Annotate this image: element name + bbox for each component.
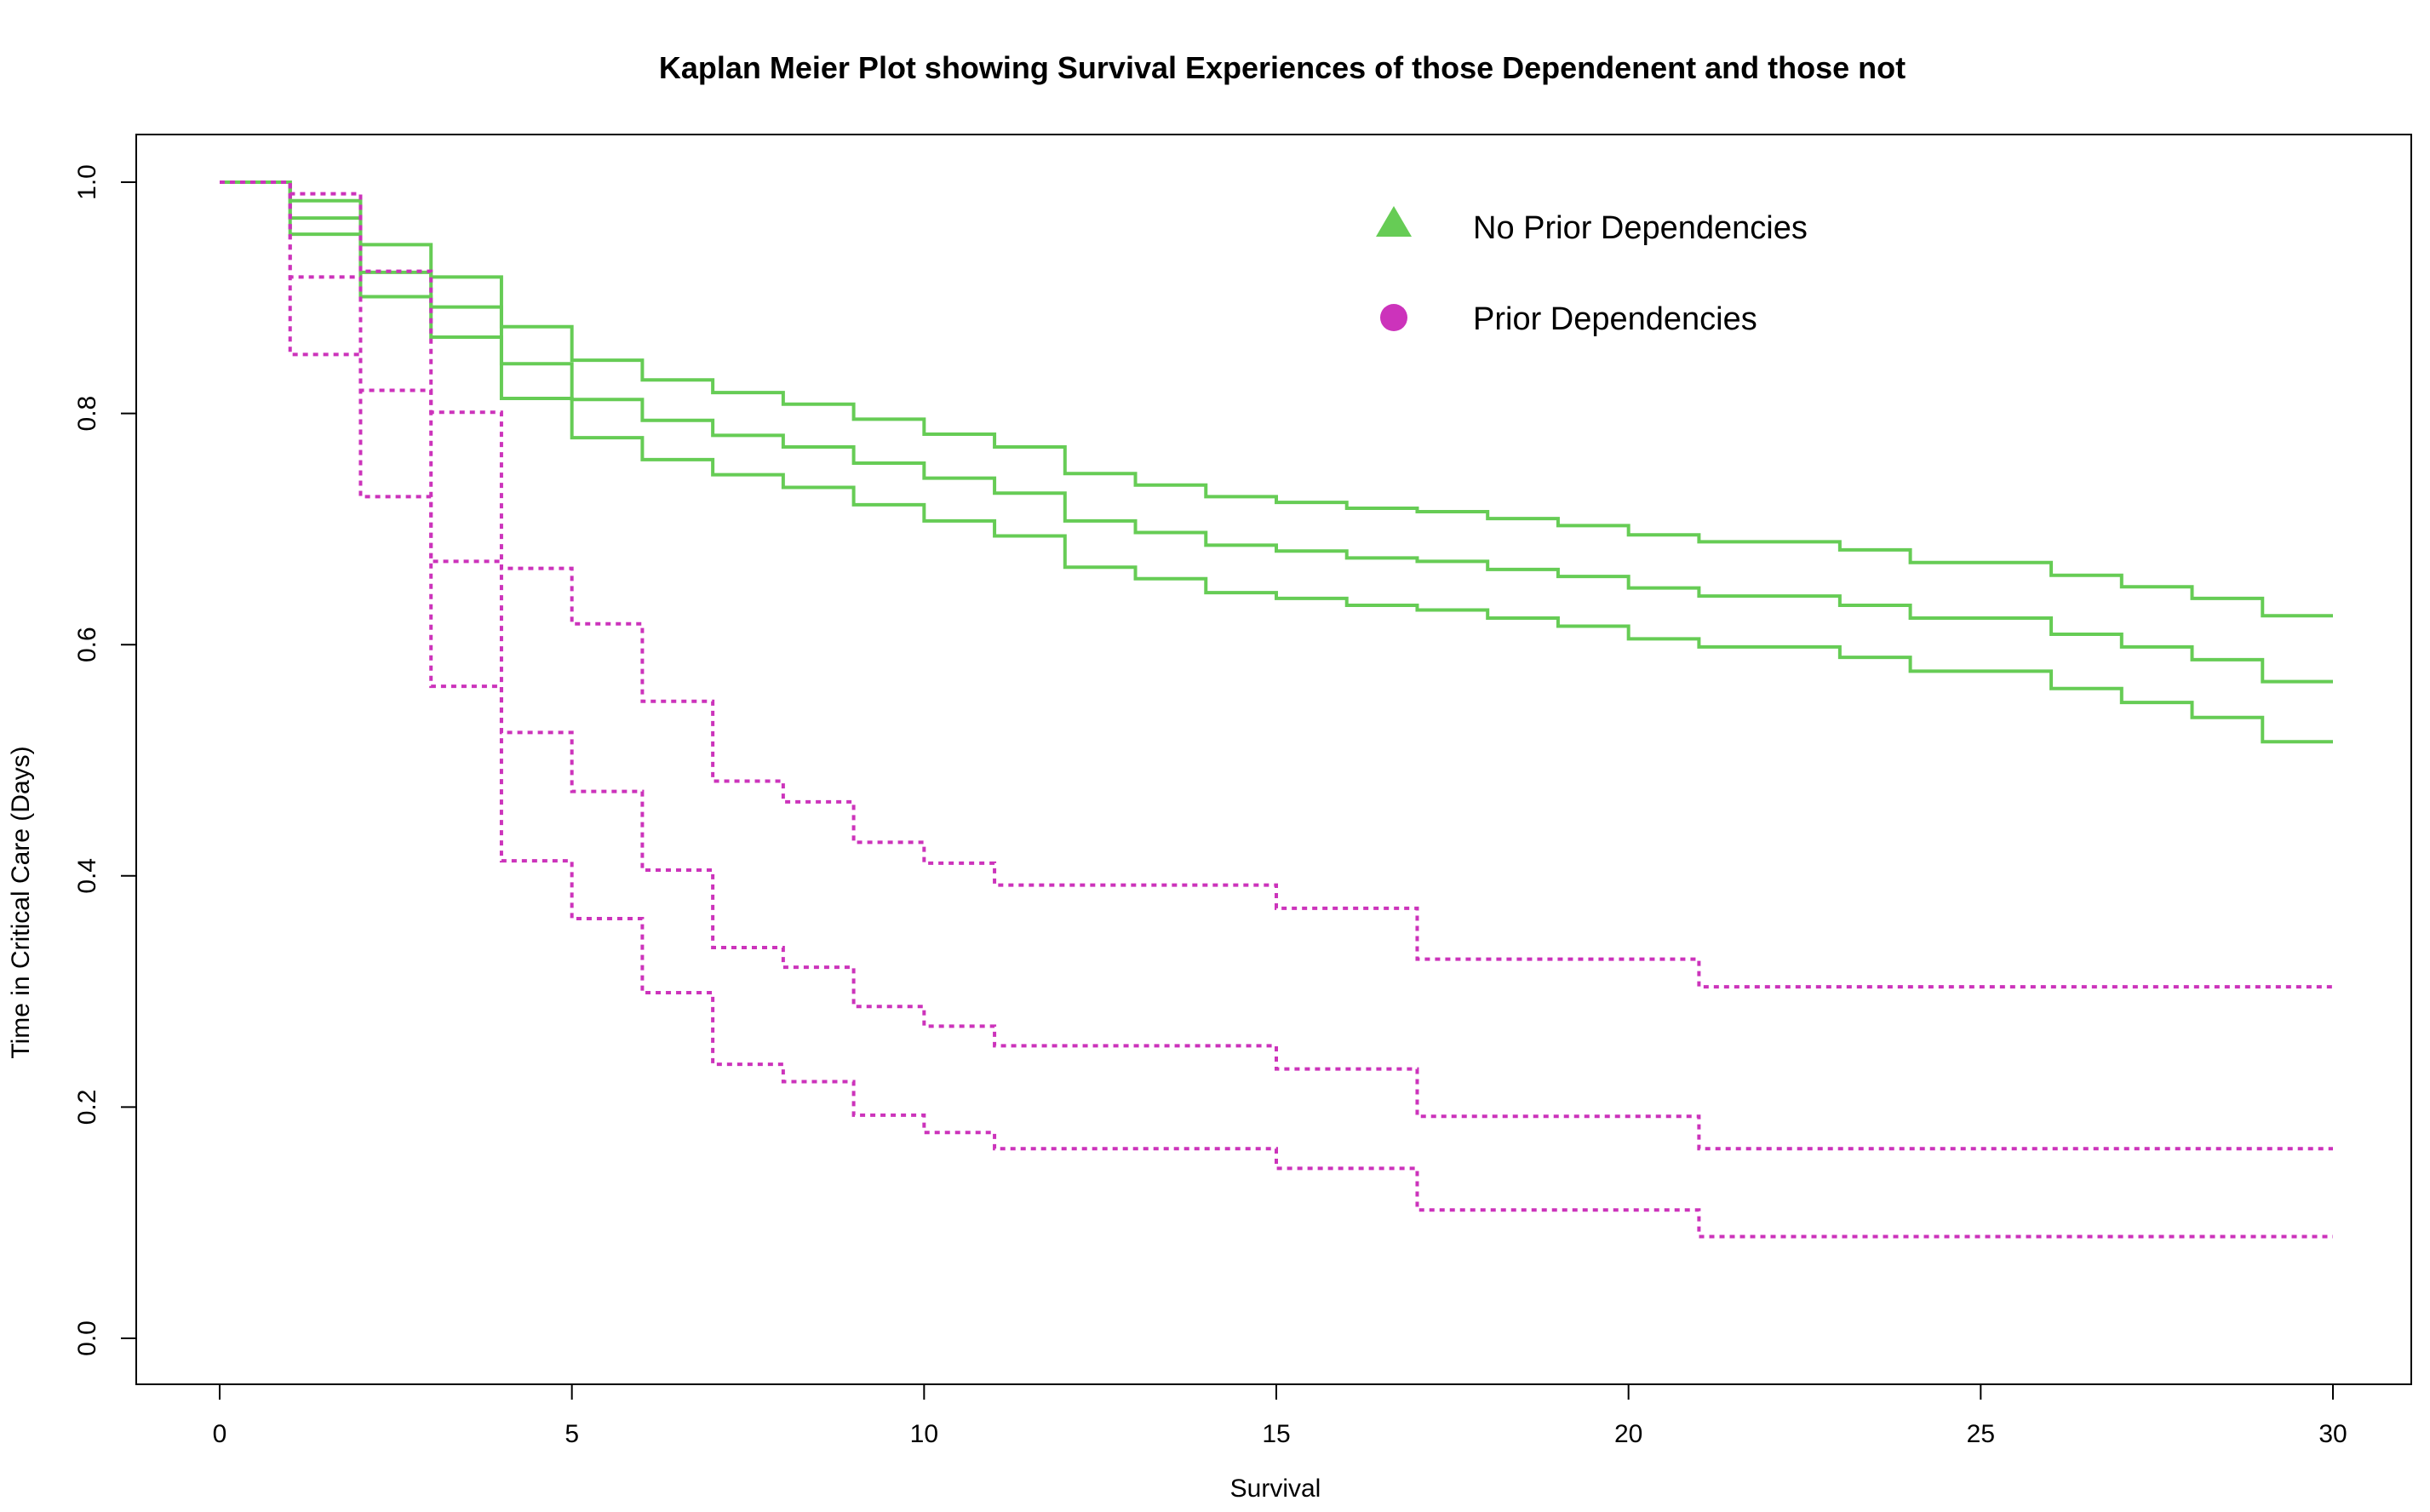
y-tick-label: 0.4: [73, 858, 101, 894]
x-tick-label: 30: [2318, 1420, 2347, 1448]
y-tick-label: 1.0: [73, 164, 101, 200]
x-axis: 0 5 10 15 20 25 30: [213, 1383, 2347, 1448]
y-axis: 0.0 0.2 0.4 0.6 0.8 1.0: [73, 164, 137, 1356]
prior-dependencies-upper-line: [220, 180, 2333, 989]
y-tick-label: 0.2: [73, 1090, 101, 1125]
x-axis-label: Survival: [1230, 1475, 1321, 1503]
x-tick-label: 5: [565, 1420, 579, 1448]
plot-frame: [135, 134, 2412, 1385]
y-tick-label: 0.6: [73, 627, 101, 662]
no-prior-dependencies-lower-line: [220, 180, 2333, 744]
chart-title: Kaplan Meier Plot showing Survival Exper…: [659, 50, 1906, 85]
legend-label-no-prior: No Prior Dependencies: [1473, 210, 1808, 246]
prior-dependencies-lower-line: [220, 180, 2333, 1239]
legend-triangle-icon: [1376, 206, 1412, 237]
series-layer: [220, 180, 2333, 1239]
x-tick-label: 15: [1262, 1420, 1290, 1448]
no-prior-dependencies-upper-line: [220, 180, 2333, 618]
no-prior-dependencies-estimate-line: [220, 180, 2333, 684]
x-tick-label: 10: [910, 1420, 938, 1448]
x-tick-label: 0: [213, 1420, 227, 1448]
legend-circle-icon: [1380, 304, 1407, 331]
legend: No Prior Dependencies Prior Dependencies: [1376, 206, 1808, 337]
x-tick-label: 20: [1614, 1420, 1642, 1448]
y-tick-label: 0.8: [73, 396, 101, 432]
y-tick-label: 0.0: [73, 1320, 101, 1356]
legend-label-prior: Prior Dependencies: [1473, 301, 1757, 337]
x-tick-label: 25: [1967, 1420, 1995, 1448]
y-axis-label: Time in Critical Care (Days): [7, 746, 35, 1058]
